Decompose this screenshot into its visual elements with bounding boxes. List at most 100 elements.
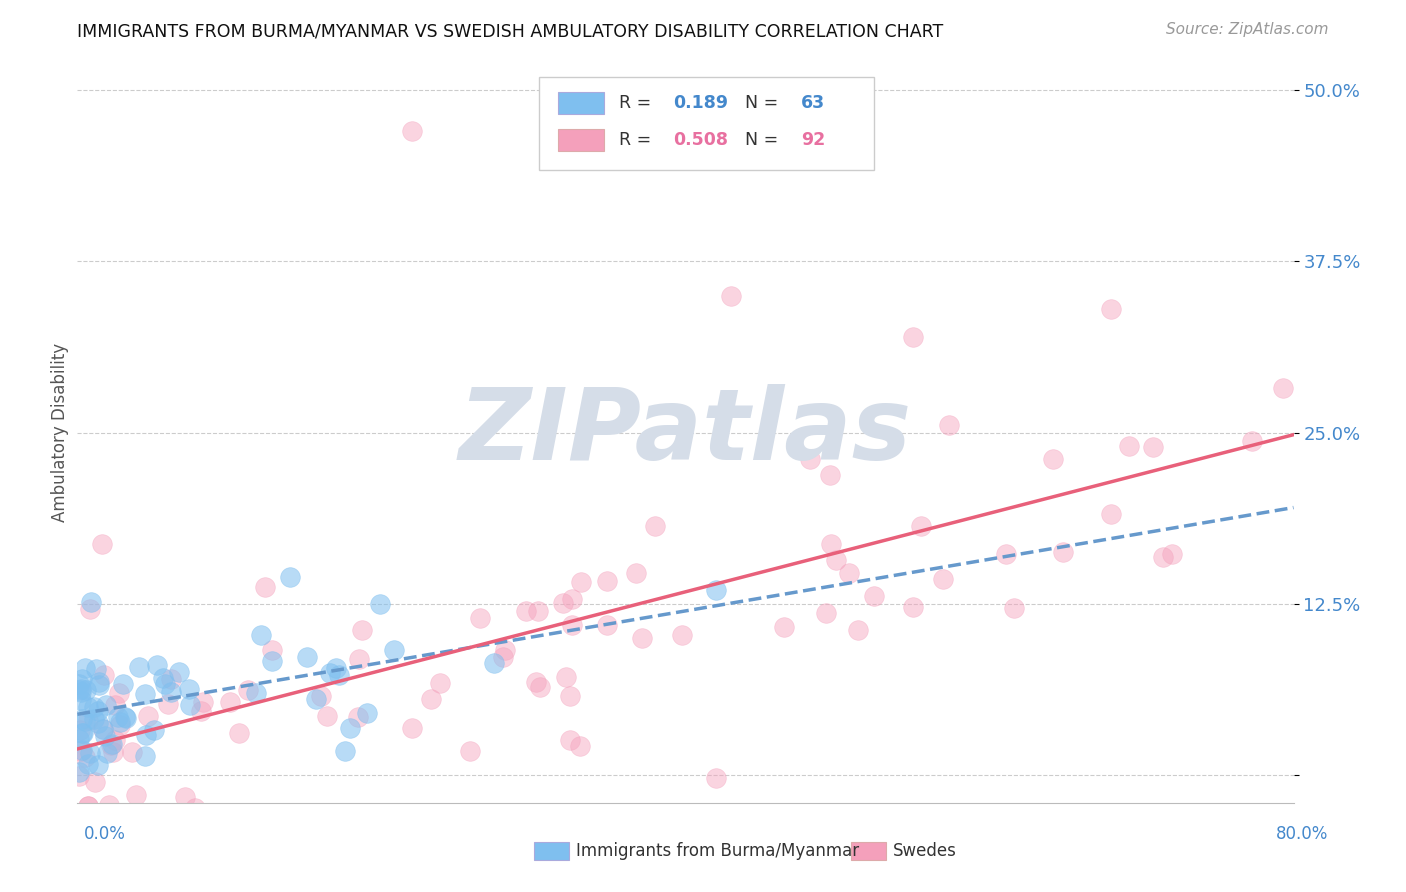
Point [83, 712, 105, 726]
Point [75, 660, 97, 674]
Point [67, 769, 90, 783]
Point [67, 677, 90, 691]
Point [75, 714, 97, 729]
Text: N =: N = [734, 95, 783, 112]
Point [772, 620, 794, 634]
Text: Source: ZipAtlas.com: Source: ZipAtlas.com [1166, 22, 1329, 37]
Point [115, 825, 138, 839]
Point [352, 623, 374, 637]
Point [87, 675, 110, 690]
Point [121, 745, 143, 759]
Point [561, 618, 583, 632]
Point [108, 714, 131, 729]
Point [524, 675, 547, 690]
FancyBboxPatch shape [540, 78, 875, 169]
Point [1241, 434, 1264, 448]
Point [368, 597, 391, 611]
Point [77, 757, 100, 772]
Point [995, 547, 1018, 561]
Point [938, 418, 960, 433]
Point [76, 713, 98, 727]
Point [492, 650, 515, 665]
Point [155, 676, 177, 690]
Point [112, 677, 135, 691]
Point [526, 604, 548, 618]
Point [1099, 508, 1122, 522]
Point [93, 668, 115, 682]
Text: Immigrants from Burma/Myanmar: Immigrants from Burma/Myanmar [576, 842, 859, 860]
Point [596, 574, 619, 589]
Point [470, 611, 492, 625]
Point [67, 682, 90, 697]
Point [1099, 302, 1122, 317]
Point [218, 695, 240, 709]
Point [87, 757, 110, 772]
Point [98, 798, 121, 813]
Point [87, 715, 110, 730]
Point [325, 661, 347, 675]
Point [401, 721, 423, 735]
Point [1152, 549, 1174, 564]
Point [76, 799, 98, 814]
Point [818, 467, 841, 482]
Point [228, 726, 250, 740]
Point [624, 566, 647, 581]
Point [76, 798, 98, 813]
Text: 80.0%: 80.0% [1277, 825, 1329, 843]
Point [569, 575, 592, 590]
Point [319, 666, 342, 681]
Point [184, 800, 207, 814]
Point [143, 723, 166, 738]
Point [167, 665, 190, 680]
Point [339, 722, 361, 736]
Point [1118, 439, 1140, 453]
Point [238, 683, 260, 698]
Point [69, 685, 91, 699]
Point [1052, 544, 1074, 558]
Point [295, 650, 318, 665]
Point [596, 618, 619, 632]
Point [69, 723, 91, 738]
Point [134, 688, 156, 702]
Point [347, 652, 370, 666]
Point [419, 692, 441, 706]
Point [179, 698, 201, 713]
Point [67, 808, 90, 822]
Point [560, 690, 582, 704]
Point [96, 815, 118, 830]
Point [79, 602, 101, 616]
Point [107, 710, 129, 724]
Point [429, 676, 451, 690]
Point [84, 662, 107, 676]
Point [179, 682, 201, 697]
Point [94, 698, 117, 713]
Point [515, 604, 537, 618]
Point [820, 537, 842, 551]
Point [190, 704, 212, 718]
Point [87, 704, 110, 718]
Point [114, 711, 136, 725]
Text: IMMIGRANTS FROM BURMA/MYANMAR VS SWEDISH AMBULATORY DISABILITY CORRELATION CHART: IMMIGRANTS FROM BURMA/MYANMAR VS SWEDISH… [77, 22, 943, 40]
Point [70, 672, 93, 686]
Point [494, 643, 516, 657]
Point [157, 698, 180, 712]
Point [846, 624, 869, 638]
Point [305, 692, 328, 706]
Point [73, 749, 96, 764]
Point [561, 592, 583, 607]
Text: 0.189: 0.189 [673, 95, 728, 112]
Point [630, 631, 652, 645]
Point [136, 708, 159, 723]
Text: R =: R = [619, 95, 657, 112]
Text: 63: 63 [801, 95, 825, 112]
Point [838, 566, 860, 581]
Point [278, 569, 301, 583]
Point [104, 698, 127, 712]
Point [67, 731, 90, 746]
Point [328, 668, 350, 682]
Point [347, 709, 370, 723]
Point [825, 553, 848, 567]
Point [551, 596, 574, 610]
Point [529, 680, 551, 694]
Point [146, 657, 169, 672]
